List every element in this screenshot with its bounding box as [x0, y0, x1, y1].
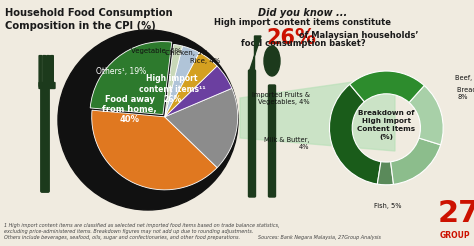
Text: Rice, 4%: Rice, 4% — [191, 58, 221, 64]
Text: GROUP: GROUP — [440, 231, 471, 240]
Text: Breakdown of
High Import
Content Items
(%): Breakdown of High Import Content Items (… — [357, 110, 415, 140]
Text: Milk & Butter,
4%: Milk & Butter, 4% — [264, 137, 310, 150]
Wedge shape — [165, 52, 217, 117]
Wedge shape — [165, 66, 232, 117]
Text: Others include beverages, seafood, oils, sugar and confectionaries, and other fo: Others include beverages, seafood, oils,… — [4, 235, 240, 240]
Text: Fish, 5%: Fish, 5% — [374, 203, 401, 209]
Wedge shape — [92, 110, 217, 190]
Text: Others¹, 19%: Others¹, 19% — [96, 67, 146, 76]
Wedge shape — [350, 71, 424, 103]
Wedge shape — [165, 46, 199, 117]
Wedge shape — [165, 44, 182, 117]
FancyBboxPatch shape — [51, 56, 53, 86]
Text: 1 High import content items are classified as selected net imported food items b: 1 High import content items are classifi… — [4, 223, 280, 228]
Ellipse shape — [264, 46, 280, 76]
Text: Bread & Cereals,
8%: Bread & Cereals, 8% — [457, 87, 474, 100]
Text: High import content items constitute: High import content items constitute — [215, 18, 392, 27]
Text: 27: 27 — [438, 199, 474, 228]
FancyBboxPatch shape — [39, 82, 55, 89]
Wedge shape — [329, 84, 381, 184]
Text: Household Food Consumption
Composition in the CPI (%): Household Food Consumption Composition i… — [5, 8, 173, 31]
Text: Did you know ...: Did you know ... — [258, 8, 347, 18]
Text: Imported Fruits &
Vegetables, 4%: Imported Fruits & Vegetables, 4% — [252, 92, 310, 105]
FancyBboxPatch shape — [47, 56, 49, 86]
Text: Food away
from home,
40%: Food away from home, 40% — [102, 95, 157, 124]
FancyBboxPatch shape — [248, 70, 255, 197]
FancyBboxPatch shape — [268, 85, 275, 197]
Wedge shape — [377, 162, 393, 185]
Polygon shape — [240, 76, 395, 151]
Text: excluding price-administered items. Breakdown figures may not add up due to roun: excluding price-administered items. Brea… — [4, 229, 253, 234]
Text: Sources: Bank Negara Malaysia, 27Group Analysis: Sources: Bank Negara Malaysia, 27Group A… — [258, 235, 381, 240]
Circle shape — [58, 30, 238, 210]
Wedge shape — [165, 88, 237, 168]
Wedge shape — [90, 42, 172, 115]
Text: High import
content items¹¹
26%: High import content items¹¹ 26% — [138, 74, 205, 104]
FancyBboxPatch shape — [41, 85, 49, 192]
Text: of Malaysian households’: of Malaysian households’ — [296, 31, 419, 40]
Polygon shape — [249, 36, 261, 71]
Text: 26%: 26% — [266, 28, 316, 48]
FancyBboxPatch shape — [39, 56, 42, 86]
Text: food consumption basket?: food consumption basket? — [241, 39, 365, 48]
Wedge shape — [391, 138, 441, 184]
Text: Vegetable, 6%: Vegetable, 6% — [131, 48, 181, 54]
FancyBboxPatch shape — [43, 56, 46, 86]
Text: Beef, 1%: Beef, 1% — [455, 75, 474, 81]
Wedge shape — [409, 86, 443, 145]
Text: Chicken, 5%: Chicken, 5% — [165, 50, 208, 56]
